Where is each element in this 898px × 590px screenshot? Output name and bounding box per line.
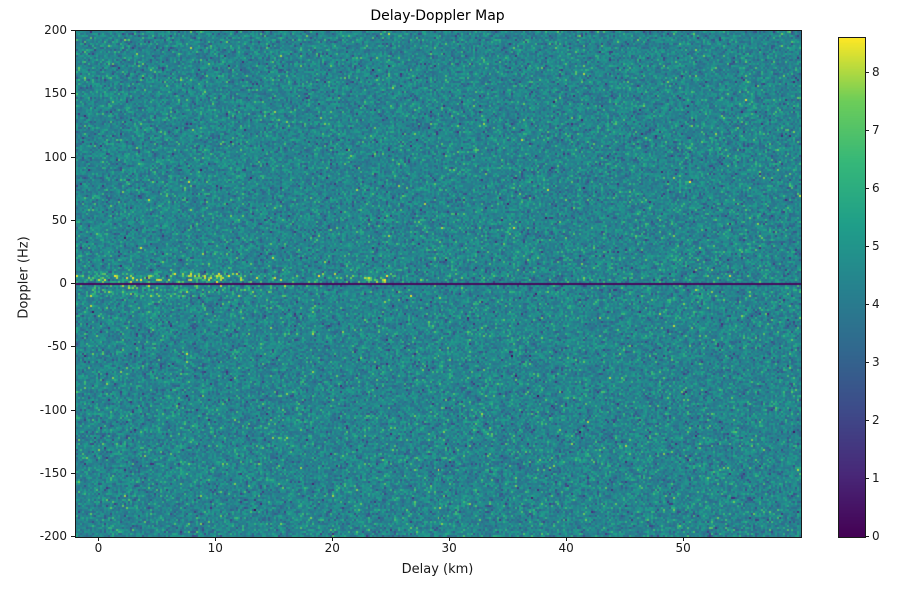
- colorbar-tick-label: 5: [872, 238, 880, 253]
- x-tick-mark: [566, 537, 568, 541]
- colorbar-tick-mark: [865, 303, 869, 305]
- colorbar: [838, 37, 866, 538]
- y-tick-label: -150: [39, 465, 67, 480]
- y-tick-label: 200: [44, 23, 67, 37]
- x-tick-label: 10: [207, 541, 223, 555]
- colorbar-tick-mark: [865, 245, 869, 247]
- colorbar-tick-label: 1: [872, 471, 880, 485]
- y-tick-mark: [71, 30, 75, 31]
- x-tick-mark: [332, 537, 334, 541]
- y-tick-mark: [71, 472, 75, 474]
- colorbar-tick-mark: [865, 361, 869, 363]
- y-tick-mark: [71, 156, 75, 158]
- chart-title: Delay-Doppler Map: [370, 8, 505, 24]
- heatmap-plot-area: [75, 30, 802, 538]
- colorbar-tick-mark: [865, 536, 869, 537]
- y-tick-label: -100: [39, 402, 67, 417]
- y-tick-mark: [71, 219, 75, 221]
- x-axis-label: Delay (km): [401, 562, 474, 577]
- y-tick-label: 150: [44, 86, 67, 101]
- colorbar-tick-label: 7: [872, 122, 880, 137]
- colorbar-tick-mark: [865, 420, 869, 421]
- x-tick-label: 40: [558, 541, 574, 555]
- y-tick-label: -200: [39, 529, 67, 543]
- colorbar-tick-mark: [865, 478, 869, 479]
- colorbar-tick-mark: [865, 71, 869, 73]
- y-tick-label: 0: [59, 276, 67, 290]
- y-tick-label: 50: [51, 212, 67, 227]
- x-tick-label: 50: [675, 541, 691, 555]
- colorbar-tick-label: 8: [872, 64, 880, 79]
- x-tick-mark: [98, 537, 100, 541]
- colorbar-tick-mark: [865, 187, 869, 189]
- colorbar-tick-label: 4: [872, 296, 880, 311]
- x-tick-label: 20: [324, 541, 340, 555]
- y-tick-mark: [71, 346, 75, 348]
- y-tick-mark: [71, 409, 75, 411]
- colorbar-tick-label: 0: [872, 529, 880, 543]
- y-tick-mark: [71, 283, 75, 284]
- colorbar-tick-mark: [865, 129, 869, 131]
- y-tick-label: 100: [44, 149, 67, 164]
- heatmap-canvas: [76, 31, 801, 537]
- colorbar-tick-label: 3: [872, 354, 880, 369]
- x-tick-mark: [683, 537, 685, 541]
- y-tick-mark: [71, 536, 75, 537]
- y-tick-label: -50: [47, 339, 67, 354]
- x-tick-mark: [449, 537, 451, 541]
- x-tick-label: 0: [94, 541, 103, 555]
- x-tick-label: 30: [441, 541, 457, 555]
- colorbar-tick-label: 6: [872, 180, 880, 195]
- x-tick-mark: [215, 537, 217, 541]
- colorbar-tick-label: 2: [872, 413, 880, 427]
- colorbar-canvas: [839, 38, 865, 537]
- y-tick-mark: [71, 93, 75, 95]
